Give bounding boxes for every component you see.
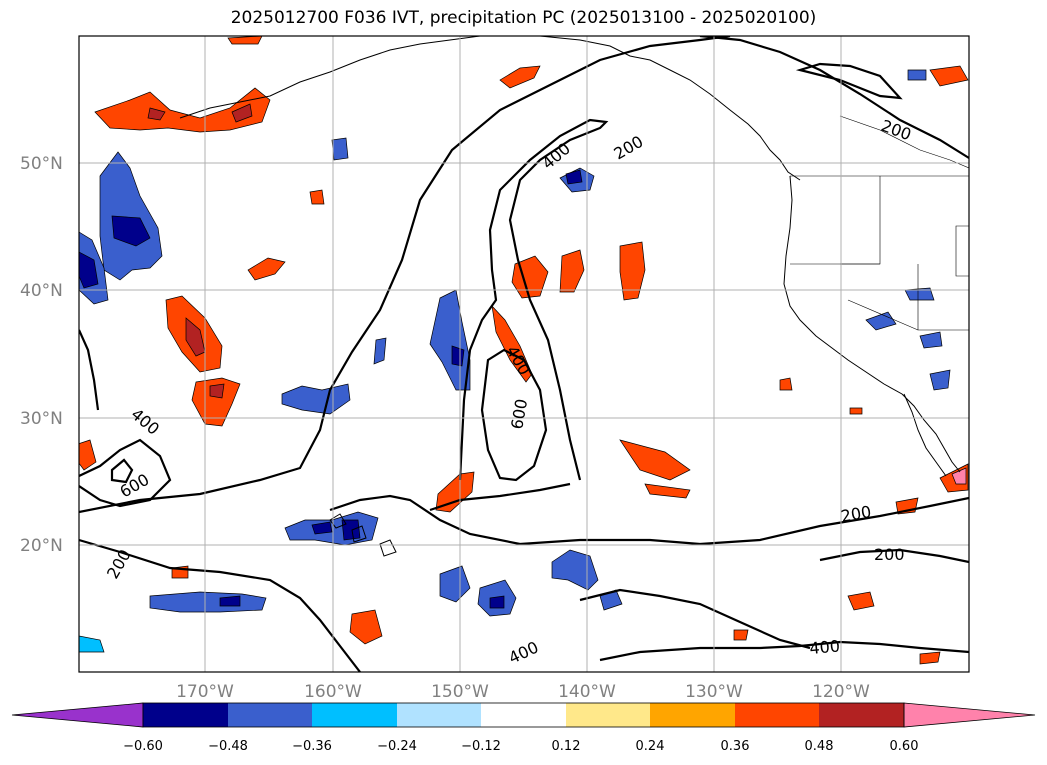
graticule <box>79 36 969 672</box>
colorbar-tick-label: −0.12 <box>461 739 501 754</box>
colorbar-segment <box>312 703 397 727</box>
lon-label: 120°W <box>812 682 870 702</box>
colorbar-tick-label: −0.60 <box>123 739 163 754</box>
lon-label: 150°W <box>431 682 489 702</box>
colorbar-tick-label: −0.36 <box>292 739 332 754</box>
colorbar-tick-label: 0.24 <box>636 739 665 754</box>
alaska-coast <box>179 36 481 119</box>
lon-label: 130°W <box>685 682 743 702</box>
lat-label: 40°N <box>20 281 63 301</box>
colorbar-segment <box>566 703 650 727</box>
negative-anomaly-areas <box>79 69 951 653</box>
colorbar-segment <box>819 703 904 727</box>
colorbar-extend-high <box>903 702 1036 728</box>
lat-label: 50°N <box>20 154 63 174</box>
colorbar-tick-label: 0.12 <box>552 739 581 754</box>
colorbar-tick-label: 0.36 <box>721 739 750 754</box>
colorbar-ticks: −0.60 −0.48 −0.36 −0.24 −0.12 0.12 0.24 … <box>123 739 918 754</box>
colorbar-extend-low <box>11 702 144 728</box>
contour-label: 200 <box>874 545 905 564</box>
us-west-coast <box>783 175 961 473</box>
colorbar-segment <box>143 703 228 727</box>
colorbar-segment <box>228 703 312 727</box>
coastlines <box>179 36 961 557</box>
contour-400-inner <box>458 118 609 481</box>
longitude-labels: 170°W 160°W 150°W 140°W 130°W 120°W <box>176 682 870 702</box>
lat-label: 30°N <box>20 409 63 429</box>
positive-anomaly-areas <box>79 36 969 665</box>
colorbar-tick-label: −0.48 <box>208 739 248 754</box>
pos-area-nw-band <box>94 87 271 133</box>
colorbar: −0.60 −0.48 −0.36 −0.24 −0.12 0.12 0.24 … <box>11 702 1036 754</box>
lon-label: 140°W <box>558 682 616 702</box>
colorbar-segment <box>735 703 819 727</box>
map-panel: 400 200 400 200 400 600 600 400 200 200 … <box>79 36 969 672</box>
hawaii-islands <box>329 513 397 557</box>
colorbar-segment <box>650 703 735 727</box>
lon-label: 160°W <box>304 682 362 702</box>
latitude-labels: 50°N 40°N 30°N 20°N <box>20 154 63 556</box>
colorbar-segment <box>397 703 481 727</box>
lon-label: 170°W <box>176 682 234 702</box>
map-title: 2025012700 F036 IVT, precipitation PC (2… <box>230 8 817 28</box>
colorbar-tick-label: 0.60 <box>890 739 919 754</box>
colorbar-tick-label: −0.24 <box>377 739 417 754</box>
contour-label: 400 <box>809 636 841 658</box>
contour-200-main <box>79 36 731 514</box>
map-frame <box>78 35 970 673</box>
colorbar-tick-label: 0.48 <box>805 739 834 754</box>
colorbar-segment <box>481 703 566 727</box>
neg-area-west <box>99 151 163 281</box>
lat-label: 20°N <box>20 536 63 556</box>
ivt-contours <box>79 36 969 672</box>
contour-600-inner <box>480 348 548 482</box>
